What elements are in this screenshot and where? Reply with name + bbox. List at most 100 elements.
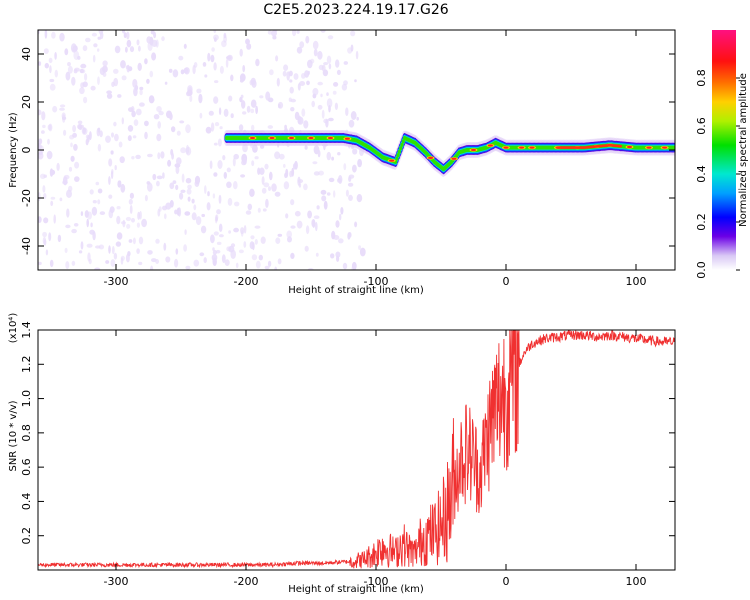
noise-speckle [151,98,155,102]
noise-speckle [211,47,215,52]
noise-speckle [185,124,191,134]
colorbar-tick-label: 0.6 [695,117,708,135]
noise-speckle [91,32,97,37]
noise-speckle [105,135,111,143]
noise-speckle [193,259,200,267]
noise-speckle [254,156,259,160]
noise-speckle [91,206,98,216]
noise-speckle [59,104,66,108]
noise-speckle [185,144,190,155]
noise-speckle [238,124,244,131]
noise-speckle [296,30,300,34]
noise-speckle [267,125,273,129]
noise-speckle [127,66,133,72]
noise-speckle [226,246,231,252]
noise-speckle [343,80,348,86]
noise-speckle [82,81,88,88]
noise-speckle [313,171,320,176]
noise-speckle [218,223,223,232]
noise-speckle [294,111,300,121]
noise-speckle [93,43,98,48]
noise-speckle [350,111,357,120]
figure-title: C2E5.2023.224.19.17.G26 [263,2,448,18]
noise-speckle [73,223,79,227]
noise-speckle [126,223,131,229]
noise-speckle [144,131,148,140]
noise-speckle [78,250,83,254]
noise-speckle [265,198,269,208]
noise-speckle [288,97,292,102]
noise-speckle [210,122,215,132]
noise-speckle [264,163,269,170]
noise-speckle [138,236,144,245]
snr-x-tick-label: -300 [104,575,129,588]
noise-speckle [267,30,272,35]
noise-speckle [73,69,78,74]
noise-speckle [303,183,308,191]
spectrogram-y-tick-label: -40 [20,237,33,255]
noise-speckle [116,215,121,225]
noise-speckle [246,105,251,113]
noise-speckle [336,69,341,75]
noise-speckle [348,119,355,128]
noise-speckle [123,32,127,39]
noise-speckle [82,45,88,52]
spectrogram-y-tick-label: 20 [20,95,33,109]
ridge-hotspot-core [646,146,652,149]
snr-y-tick-label: 0.6 [20,458,33,476]
noise-speckle [250,99,257,108]
noise-speckle [328,177,335,183]
noise-speckle [43,217,49,224]
noise-speckle [151,52,157,61]
noise-speckle [333,190,336,198]
noise-speckle [38,150,43,156]
spectrogram-noise-field [38,30,366,270]
noise-speckle [333,82,339,87]
noise-speckle [70,155,75,162]
noise-speckle [243,225,247,234]
noise-speckle [288,70,293,77]
noise-speckle [263,182,270,188]
noise-speckle [52,105,58,113]
noise-speckle [114,133,119,142]
noise-speckle [250,108,255,114]
noise-speckle [320,93,323,98]
ridge-core [396,153,400,158]
noise-speckle [213,231,219,236]
noise-speckle [268,186,271,192]
noise-speckle [207,52,211,62]
noise-speckle [277,233,283,237]
noise-speckle [127,135,132,142]
noise-speckle [321,109,325,119]
noise-speckle [105,260,110,264]
noise-speckle [213,96,219,104]
noise-speckle [59,32,65,42]
noise-speckle [293,73,299,80]
noise-speckle [290,225,296,229]
noise-speckle [315,252,319,257]
snr-x-tick-label: -200 [234,575,259,588]
noise-speckle [328,63,332,70]
colorbar [712,30,736,270]
spectrogram-x-tick-label: -100 [364,275,389,288]
noise-speckle [172,180,177,185]
noise-speckle [299,81,306,86]
noise-speckle [67,65,73,74]
noise-speckle [205,126,212,134]
noise-speckle [84,210,89,218]
noise-speckle [97,143,102,152]
noise-speckle [57,234,62,243]
noise-speckle [87,252,91,262]
noise-speckle [136,248,140,255]
noise-speckle [218,107,222,115]
noise-speckle [286,230,293,239]
noise-speckle [347,232,351,240]
noise-speckle [209,160,213,169]
noise-speckle [204,185,207,194]
noise-speckle [147,182,153,192]
noise-speckle [296,46,303,54]
noise-speckle [357,158,362,168]
noise-speckle [337,152,341,156]
noise-speckle [271,183,277,192]
noise-speckle [56,162,60,171]
